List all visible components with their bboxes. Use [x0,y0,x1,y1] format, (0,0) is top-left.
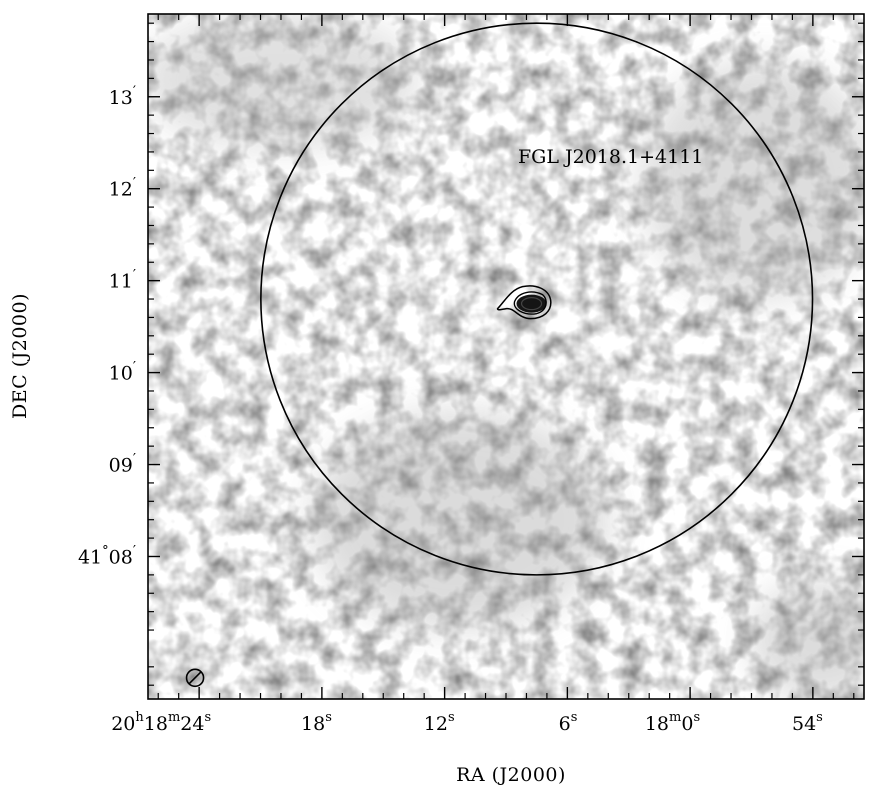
y-tick-prime: ′ [133,84,136,100]
contour-middle [513,291,547,315]
x-tick-label-part: 18 [301,713,325,735]
y-tick-prime: ′ [133,452,136,468]
x-tick-label-part: 24 [180,713,204,735]
y-tick-label-min: 11 [109,271,133,293]
y-tick-label-deg: 41 [78,546,102,568]
x-tick-label: 12s [424,710,455,735]
x-axis-ticks: 20h18m24s 18s 12s 6s 18m0s 54s [111,14,855,735]
y-tick-prime: ′ [133,268,136,284]
x-tick-label-part: s [325,710,332,725]
y-tick-label: 11′ [109,268,136,293]
intensity-map [148,14,864,699]
y-tick-prime: ′ [133,360,136,376]
x-tick-label: 54s [792,710,823,735]
contour-outer [496,285,552,320]
y-tick-label-min: 12 [109,179,133,201]
y-tick-prime: ′ [133,543,136,559]
y-tick-label: 13′ [109,84,136,109]
y-tick-degree-sign: ° [102,543,109,558]
y-tick-label-min: 08 [109,546,133,568]
x-tick-label-part: s [571,710,578,725]
y-tick-label: 12′ [109,176,136,201]
x-tick-label-part: m [168,710,180,725]
y-tick-label-min: 10 [109,363,133,385]
beam-ellipse [185,668,205,688]
x-tick-label-part: 18 [144,713,168,735]
x-tick-label-part: 0 [681,713,693,735]
y-tick-label: 10′ [109,360,136,385]
x-tick-label-part: 12 [424,713,448,735]
x-tick-label-part: 54 [792,713,816,735]
x-tick-label: 18s [301,710,332,735]
x-tick-label-part: m [669,710,681,725]
source-contours [496,285,552,320]
y-tick-prime: ′ [133,176,136,192]
x-tick-label: 20h18m24s [111,710,211,735]
x-tick-label-part: 6 [559,713,571,735]
y-axis-ticks: 41°08′09′10′11′12′13′ [78,22,864,686]
y-tick-label-min: 09 [109,455,133,477]
x-tick-label-part: 20 [111,713,135,735]
x-tick-label-part: s [204,710,211,725]
y-axis-title: DEC (J2000) [9,293,31,419]
x-tick-label-part: 18 [645,713,669,735]
x-tick-label: 18m0s [645,710,700,735]
y-tick-label-min: 13 [109,87,133,109]
error-circle [260,22,814,576]
x-tick-label-part: s [448,710,455,725]
source-name-label: FGL J2018.1+4111 [518,146,703,168]
contour-inner [520,297,543,311]
x-tick-label-part: h [135,710,144,725]
x-tick-label-part: s [693,710,700,725]
x-tick-label-part: s [816,710,823,725]
y-tick-label: 09′ [109,452,136,477]
y-tick-label: 41°08′ [78,543,136,568]
x-tick-label: 6s [559,710,578,735]
x-axis-title: RA (J2000) [456,764,566,786]
